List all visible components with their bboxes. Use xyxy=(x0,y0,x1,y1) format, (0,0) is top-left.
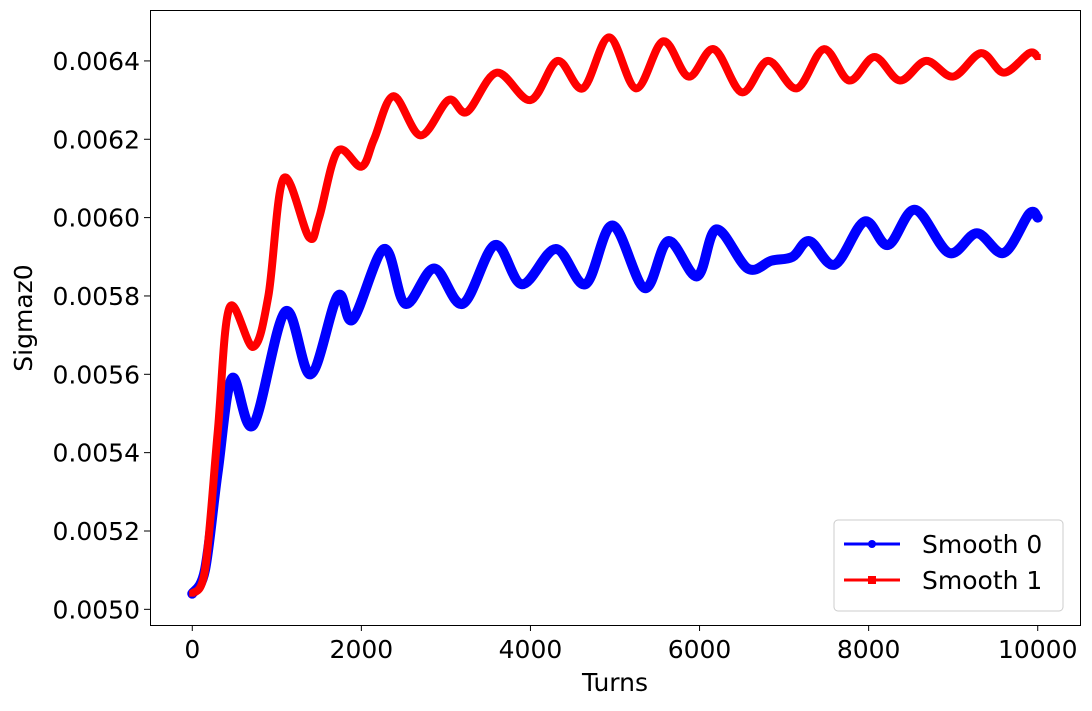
data-point-smooth-0 xyxy=(552,245,559,252)
data-point-smooth-0 xyxy=(641,285,648,292)
data-point-smooth-1 xyxy=(445,97,452,104)
data-point-smooth-1 xyxy=(316,214,323,221)
y-tick-label: 0.0064 xyxy=(53,47,140,76)
data-point-smooth-0 xyxy=(861,218,868,225)
data-point-smooth-1 xyxy=(527,97,534,104)
data-point-smooth-1 xyxy=(685,73,692,80)
data-point-smooth-0 xyxy=(945,249,952,256)
data-point-smooth-0 xyxy=(1000,249,1007,256)
data-point-smooth-0 xyxy=(250,422,257,429)
data-point-smooth-1 xyxy=(660,38,667,45)
data-point-smooth-0 xyxy=(806,238,813,245)
x-tick-label: 2000 xyxy=(330,635,394,664)
data-point-smooth-1 xyxy=(579,85,586,92)
data-point-smooth-1 xyxy=(820,46,827,53)
y-tick-label: 0.0056 xyxy=(53,360,140,389)
data-point-smooth-0 xyxy=(694,273,701,280)
data-point-smooth-0 xyxy=(973,230,980,237)
x-tick-label: 4000 xyxy=(499,635,563,664)
data-point-smooth-1 xyxy=(417,132,424,139)
data-point-smooth-1 xyxy=(950,73,957,80)
data-point-smooth-1 xyxy=(871,54,878,61)
y-tick-label: 0.0058 xyxy=(53,282,140,311)
y-tick-label: 0.0050 xyxy=(53,595,140,624)
data-point-smooth-1 xyxy=(923,57,930,64)
y-axis-label: Sigmaz0 xyxy=(9,264,38,371)
data-point-smooth-1 xyxy=(493,69,500,76)
data-point-smooth-0 xyxy=(491,242,498,249)
data-point-smooth-1 xyxy=(554,57,561,64)
data-point-smooth-1 xyxy=(226,304,233,311)
data-point-smooth-1 xyxy=(710,46,717,53)
y-tick-label: 0.0062 xyxy=(53,125,140,154)
data-point-smooth-1 xyxy=(1000,69,1007,76)
data-point-smooth-1 xyxy=(305,234,312,241)
data-point-smooth-0 xyxy=(459,300,466,307)
data-point-smooth-1 xyxy=(846,77,853,84)
data-point-smooth-1 xyxy=(738,89,745,96)
data-point-smooth-0 xyxy=(582,281,589,288)
legend-label-smooth-0: Smooth 0 xyxy=(922,530,1042,559)
data-point-smooth-0 xyxy=(1026,210,1033,217)
data-point-smooth-0 xyxy=(789,253,796,260)
data-point-smooth-0 xyxy=(381,245,388,252)
y-axis: 0.0050 0.0052 0.0054 0.0056 0.0058 0.0060 0.00… xyxy=(53,47,150,624)
data-point-smooth-1 xyxy=(371,136,378,143)
x-tick-label: 8000 xyxy=(837,635,901,664)
data-point-smooth-1 xyxy=(358,163,365,170)
data-point-smooth-1 xyxy=(201,567,208,574)
y-tick-label: 0.0060 xyxy=(53,204,140,233)
data-point-smooth-0 xyxy=(831,261,838,268)
data-point-smooth-0 xyxy=(912,206,919,213)
x-tick-label: 0 xyxy=(184,635,200,664)
series-group xyxy=(187,33,1043,599)
data-point-smooth-1 xyxy=(464,108,471,115)
data-point-smooth-0 xyxy=(768,257,775,264)
data-point-smooth-1 xyxy=(214,430,221,437)
data-point-smooth-0 xyxy=(519,281,525,288)
x-tick-label: 10000 xyxy=(998,635,1078,664)
data-point-smooth-0 xyxy=(609,222,616,229)
legend-marker-smooth-0 xyxy=(868,540,876,548)
data-point-smooth-0 xyxy=(229,375,236,382)
legend-marker-smooth-1 xyxy=(868,576,876,584)
data-point-smooth-0 xyxy=(334,292,341,299)
data-point-smooth-0 xyxy=(713,226,720,233)
data-point-smooth-0 xyxy=(665,238,672,245)
data-point-smooth-1 xyxy=(1026,50,1033,57)
data-point-smooth-0 xyxy=(307,371,314,378)
data-point-smooth-1 xyxy=(250,343,257,350)
data-point-smooth-1 xyxy=(1034,54,1041,61)
data-point-smooth-1 xyxy=(978,50,985,57)
x-tick-label: 6000 xyxy=(668,635,732,664)
data-point-smooth-0 xyxy=(885,242,892,249)
data-point-smooth-0 xyxy=(282,308,289,315)
y-tick-label: 0.0052 xyxy=(53,517,140,546)
data-point-smooth-1 xyxy=(765,57,772,64)
data-point-smooth-1 xyxy=(265,292,272,299)
data-point-smooth-1 xyxy=(390,93,397,100)
x-axis-label: Turns xyxy=(581,668,648,697)
data-point-smooth-1 xyxy=(633,85,640,92)
legend: Smooth 0 Smooth 1 xyxy=(833,519,1064,612)
data-point-smooth-1 xyxy=(280,175,287,182)
data-point-smooth-1 xyxy=(793,85,800,92)
data-point-smooth-1 xyxy=(606,34,613,41)
data-point-smooth-0 xyxy=(744,265,751,272)
data-point-smooth-1 xyxy=(334,148,341,155)
data-point-smooth-0 xyxy=(431,265,438,272)
data-point-smooth-1 xyxy=(896,77,903,84)
data-point-smooth-1 xyxy=(189,590,196,597)
data-point-smooth-0 xyxy=(1034,214,1041,221)
legend-label-smooth-1: Smooth 1 xyxy=(922,566,1042,595)
data-point-smooth-0 xyxy=(402,300,409,307)
y-tick-label: 0.0054 xyxy=(53,439,140,468)
data-point-smooth-0 xyxy=(349,316,356,323)
x-axis: 0 2000 4000 6000 8000 10000 xyxy=(184,625,1077,664)
